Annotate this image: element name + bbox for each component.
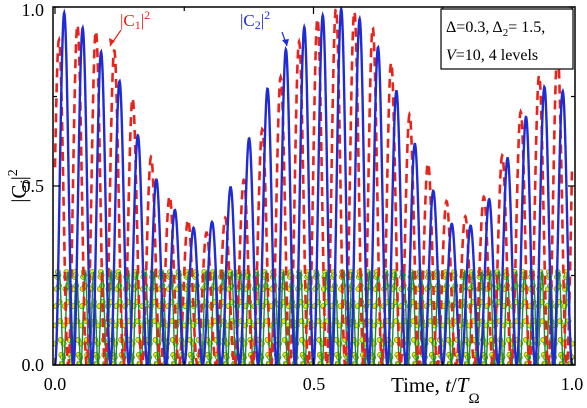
x-axis-label-var: t: [445, 373, 452, 397]
series-c1-line: [53, 7, 574, 365]
svg-text:|Ci|2: |Ci|2: [6, 169, 34, 203]
annotation-c2-sup: 2: [264, 8, 270, 22]
annotation-c1: |C1|2: [109, 8, 150, 47]
x-axis-label-prefix: Time,: [391, 373, 440, 397]
parameter-line1-head: Δ=0.3, Δ: [446, 19, 503, 36]
parameter-line1-sub: 2: [503, 27, 509, 39]
y-axis-bar: |: [7, 176, 31, 180]
parameter-line2-tail: =10, 4 levels: [456, 47, 538, 64]
x-tick-label-1: 0.5: [303, 374, 326, 394]
annotation-c1-main: |C: [120, 11, 135, 30]
annotation-c2-main: |C: [240, 11, 255, 30]
series-c2-line: [53, 7, 574, 365]
svg-text:|C2|2: |C2|2: [240, 8, 270, 32]
annotation-c1-sub: 1: [135, 18, 141, 32]
parameter-box-frame: [440, 8, 574, 70]
y-tick-label-0: 0.0: [22, 355, 45, 375]
y-axis-label-main: |C: [7, 185, 31, 203]
x-axis-label: Time, t/TΩ: [391, 373, 480, 407]
annotation-c1-sup: 2: [144, 8, 150, 22]
y-tick-label-1: 0.5: [22, 176, 45, 196]
parameter-box: Δ=0.3, Δ2= 1.5, V=10, 4 levels: [440, 8, 574, 70]
x-axis-label-sub: Ω: [468, 391, 479, 407]
annotation-c2-sub: 2: [255, 18, 261, 32]
svg-text:|C1|2: |C1|2: [120, 8, 150, 32]
svg-text:Δ=0.3, Δ2= 1.5,: Δ=0.3, Δ2= 1.5,: [446, 19, 545, 39]
x-axis-label-slash: /: [451, 373, 457, 397]
svg-text:V=10, 4 levels: V=10, 4 levels: [446, 47, 538, 64]
c1-path: [53, 7, 574, 365]
annotation-c1-arrowhead: [109, 38, 115, 46]
annotation-c2-arrowhead: [282, 39, 289, 46]
x-tick-label-0: 0.0: [44, 374, 67, 394]
y-axis-label-sub: i: [18, 180, 34, 184]
y-axis-label: |Ci|2: [6, 169, 34, 203]
y-axis-label-sup: 2: [6, 169, 21, 176]
annotation-c2-bar: |: [261, 11, 264, 30]
parameter-line2-var: V: [446, 47, 458, 64]
y-tick-label-2: 1.0: [22, 0, 45, 20]
c2-path: [53, 7, 574, 365]
annotation-c1-bar: |: [141, 11, 144, 30]
x-axis-label-T: T: [457, 373, 470, 397]
parameter-line1-tail: = 1.5,: [508, 19, 545, 36]
annotation-c2: |C2|2: [240, 8, 289, 47]
x-tick-label-2: 1.0: [561, 374, 584, 394]
